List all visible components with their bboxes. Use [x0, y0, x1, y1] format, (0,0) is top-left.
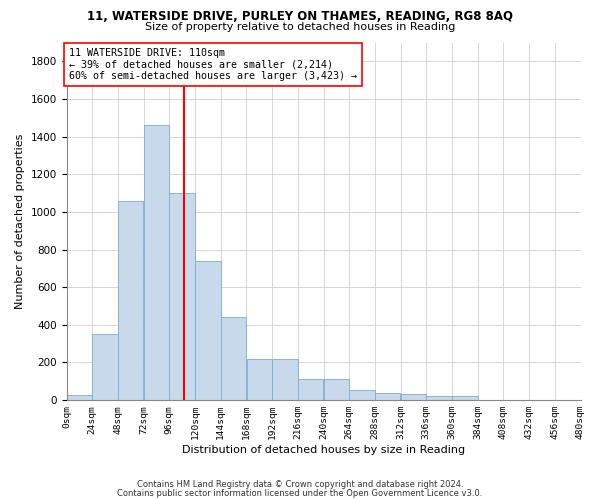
- Bar: [195, 261, 221, 400]
- Bar: [452, 396, 478, 400]
- Bar: [349, 390, 375, 400]
- Text: Size of property relative to detached houses in Reading: Size of property relative to detached ho…: [145, 22, 455, 32]
- Bar: [144, 126, 169, 400]
- X-axis label: Distribution of detached houses by size in Reading: Distribution of detached houses by size …: [182, 445, 465, 455]
- Bar: [221, 318, 246, 400]
- Bar: [272, 358, 298, 400]
- Text: Contains public sector information licensed under the Open Government Licence v3: Contains public sector information licen…: [118, 488, 482, 498]
- Bar: [375, 392, 400, 400]
- Text: Contains HM Land Registry data © Crown copyright and database right 2024.: Contains HM Land Registry data © Crown c…: [137, 480, 463, 489]
- Bar: [401, 394, 426, 400]
- Text: 11 WATERSIDE DRIVE: 110sqm
← 39% of detached houses are smaller (2,214)
60% of s: 11 WATERSIDE DRIVE: 110sqm ← 39% of deta…: [68, 48, 356, 82]
- Bar: [427, 396, 452, 400]
- Bar: [118, 200, 143, 400]
- Bar: [169, 193, 195, 400]
- Text: 11, WATERSIDE DRIVE, PURLEY ON THAMES, READING, RG8 8AQ: 11, WATERSIDE DRIVE, PURLEY ON THAMES, R…: [87, 10, 513, 23]
- Bar: [67, 396, 92, 400]
- Bar: [323, 380, 349, 400]
- Bar: [298, 380, 323, 400]
- Bar: [247, 358, 272, 400]
- Y-axis label: Number of detached properties: Number of detached properties: [15, 134, 25, 309]
- Bar: [92, 334, 118, 400]
